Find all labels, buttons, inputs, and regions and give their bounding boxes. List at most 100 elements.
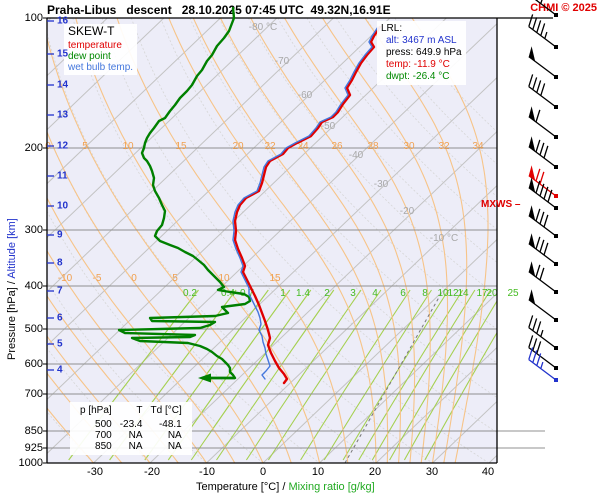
mixing-ratio-label: 0.2: [183, 288, 197, 299]
wind-barb: [528, 46, 558, 79]
moist-adiabat-line: [47, 36, 292, 463]
barb-full-feather: [535, 208, 541, 222]
mixing-ratio-label: 4: [372, 288, 378, 299]
pressure-tick-label: 100: [24, 12, 43, 24]
mixing-ratio-label: 2: [324, 288, 330, 299]
construction-line: [344, 291, 443, 463]
wind-barb: [528, 165, 558, 198]
level-table-cell: 500: [95, 419, 112, 430]
moist-adiabat-line: [47, 295, 179, 463]
dry-adiabat-line: [189, 18, 497, 364]
wind-barb: [528, 74, 558, 109]
x-tick-label: 20: [368, 466, 382, 478]
mixing-ratio-line: [389, 289, 491, 461]
barb-full-feather: [536, 20, 542, 33]
isotherm-label: -30: [374, 179, 389, 190]
y-axis-title: Pressure [hPa] / Altitude [km]: [6, 218, 18, 360]
y-axis-title-altitude: Altitude [km]: [6, 218, 18, 279]
wind-barb-dot: [554, 378, 558, 382]
isotherm-line: [93, 76, 497, 463]
wind-barb: [534, 0, 558, 17]
moist-adiabat-line: [192, 18, 389, 463]
moist-adiabat-line: [411, 18, 489, 463]
moist-adiabat-line: [364, 18, 468, 463]
altitude-tick-label: 11: [57, 170, 68, 182]
mixing-ratio-label: 20: [486, 288, 498, 299]
altitude-tick-label: 6: [57, 312, 63, 324]
sounding-mode: descent: [126, 3, 172, 17]
barb-full-feather: [535, 139, 541, 153]
altitude-tick-label: 9: [57, 229, 63, 241]
x-tick-label: 0: [259, 466, 267, 478]
x-tick-label: 40: [481, 466, 495, 478]
barb-full-feather: [540, 23, 546, 36]
barb-half-feather: [540, 329, 544, 337]
barb-full-feather: [536, 353, 542, 366]
moist-adiabat-label: 20: [232, 141, 244, 152]
max-wind-speed-label: MXWS –: [481, 199, 520, 210]
pressure-tick-label: 200: [24, 142, 43, 154]
barb-half-feather: [540, 361, 544, 369]
pressure-tick-label: 400: [24, 280, 43, 292]
wind-barb-dot: [554, 346, 558, 350]
barb-pennant: [528, 165, 536, 181]
isotherm-line: [47, 18, 165, 131]
copyright-label: CHMI © 2025: [530, 2, 597, 14]
barb-full-feather: [528, 74, 534, 87]
legend-items: temperature dew point wet bulb temp.: [68, 40, 133, 73]
wind-barb-dot: [554, 13, 558, 17]
barb-full-feather: [532, 77, 538, 90]
wind-barb: [528, 261, 558, 294]
moist-adiabat-line: [47, 130, 264, 463]
pressure-tick-label: 700: [24, 388, 43, 400]
level-table-cell: NA: [128, 430, 143, 441]
legend-item-dew: dew point: [68, 51, 111, 62]
barb-full-feather: [543, 214, 549, 228]
mixing-ratio-line: [323, 289, 432, 461]
mixing-ratio-line: [371, 289, 476, 461]
level-table: p [hPa] T Td [°C] 500 -23.4 -48.1 700 NA NA 850 N…: [76, 405, 186, 452]
mixing-ratio-line: [267, 289, 382, 461]
mixing-ratio-label: 25: [507, 288, 519, 299]
mixing-ratio-line: [403, 299, 497, 461]
moist-adiabat-line: [322, 18, 449, 463]
temperature-curve: [233, 25, 382, 385]
wind-barb-dot: [554, 194, 558, 198]
pressure-tick-label: 850: [24, 425, 43, 437]
barb-pennant: [528, 233, 536, 249]
x-tick-label: -20: [144, 466, 160, 478]
wind-barb-dot: [554, 234, 558, 238]
moist-adiabat-line: [47, 196, 236, 463]
isotherm-label: -80 °C: [249, 22, 277, 33]
isotherm-line: [47, 18, 334, 293]
station-coords: 49.32N,16.91E: [310, 3, 391, 17]
mixing-ratio-label: 10: [437, 288, 449, 299]
barb-full-feather: [532, 350, 538, 363]
altitude-tick-label: 8: [57, 257, 63, 269]
lrl-line-dwpt: dwpt: -26.4 °C: [386, 71, 450, 82]
dry-adiabat-line: [130, 18, 497, 433]
moist-adiabat-line: [220, 18, 401, 463]
moist-adiabat-label: 10: [122, 141, 134, 152]
mixing-ratio-label: 17: [476, 288, 488, 299]
barb-full-feather: [540, 83, 546, 96]
dry-adiabat-line: [335, 18, 497, 198]
dewpoint-arrow-head: [198, 373, 211, 383]
wind-barb: [528, 289, 558, 322]
isotherm-line: [206, 184, 497, 463]
isotherm-line: [47, 22, 497, 455]
chart-type-label: SKEW-T: [68, 24, 115, 38]
barb-pennant: [528, 205, 536, 221]
barb-full-feather: [539, 267, 545, 281]
wind-barb-dot: [554, 135, 558, 139]
isotherm-line: [47, 18, 447, 401]
barb-full-feather: [528, 315, 534, 328]
level-table-box: p [hPa] T Td [°C] 500 -23.4 -48.1 700 NA NA 850 N…: [70, 402, 192, 455]
barb-full-feather: [535, 236, 541, 250]
isotherm-label: -60: [298, 90, 313, 101]
moist-adiabat-line: [47, 335, 151, 463]
mixing-ratio-line: [300, 289, 411, 461]
pressure-tick-label: 1000: [18, 457, 43, 469]
barb-full-feather: [543, 242, 549, 256]
wet-bulb-curve: [232, 26, 379, 380]
